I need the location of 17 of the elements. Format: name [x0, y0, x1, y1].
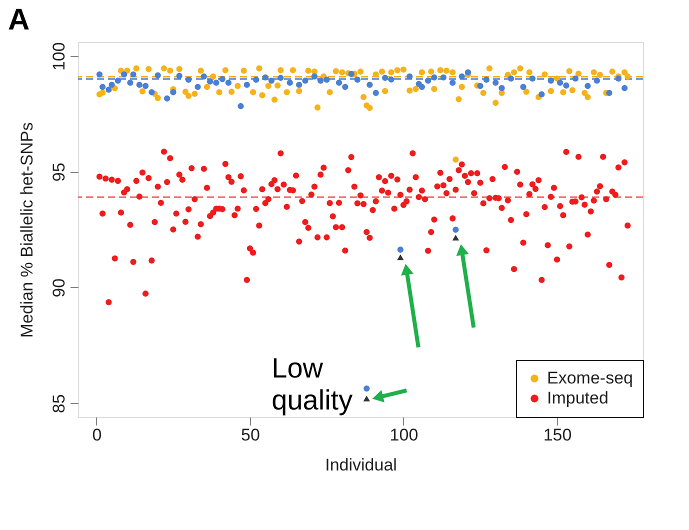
point	[452, 234, 460, 241]
y-tick-label: 85	[50, 394, 68, 414]
chart-title: A	[8, 4, 30, 37]
y-tick-label: 95	[50, 162, 68, 182]
annotation: Low quality	[272, 352, 353, 416]
legend-label: Exome-seq	[547, 368, 633, 388]
x-tick-label: 50	[240, 426, 260, 444]
x-tick-label: 150	[543, 426, 572, 444]
x-tick-label: 100	[390, 426, 418, 444]
x-axis-title: Individual	[325, 456, 397, 474]
y-axis-title: Median % Biallelic het-SNPs	[18, 122, 36, 338]
point	[397, 254, 404, 260]
point	[363, 396, 370, 402]
x-tick-label: 0	[92, 426, 102, 444]
legend-label: Imputed	[547, 388, 608, 408]
y-tick-label: 90	[50, 278, 68, 298]
y-tick-label: 100	[50, 42, 68, 71]
